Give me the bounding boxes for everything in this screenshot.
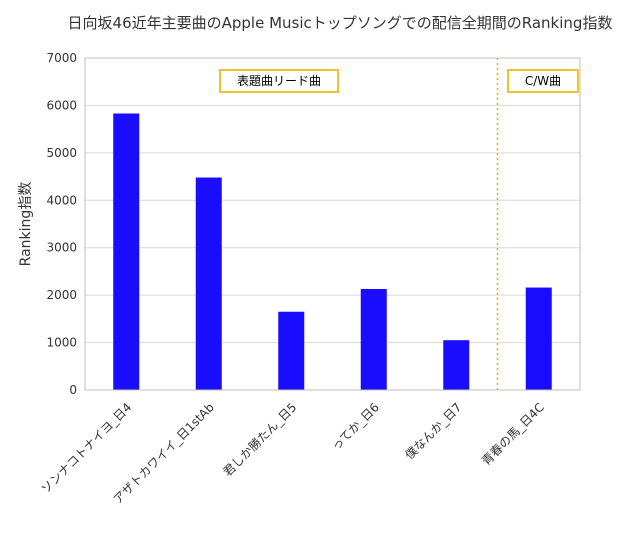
bar [195, 177, 222, 390]
annotation-box [219, 69, 339, 93]
bar [278, 311, 305, 390]
bar [443, 340, 470, 390]
y-tick-label: 6000 [46, 98, 77, 112]
annotation-box [507, 69, 579, 93]
y-tick-labels: 0 1000 2000 3000 4000 5000 6000 7000 [46, 51, 77, 397]
x-tick-label: ってか_日6 [329, 400, 382, 453]
gridlines [85, 57, 580, 344]
y-tick-label: 2000 [46, 288, 77, 302]
axes [84, 57, 581, 391]
x-tick-label: 青春の馬_日4C [479, 400, 547, 468]
x-tick-label: ソンナコトナイヨ_日4 [38, 400, 134, 496]
annotation-label: 表題曲リード曲 [237, 74, 321, 88]
annotation-label: C/W曲 [525, 74, 561, 88]
bar [113, 113, 140, 391]
x-tick-label: 君しか勝たん_日5 [220, 400, 300, 480]
plot-area-border [84, 57, 581, 391]
y-tick-label: 4000 [46, 193, 77, 207]
y-tick-label: 0 [69, 383, 77, 397]
chart-title: 日向坂46近年主要曲のApple Musicトップソングでの配信全期間のRank… [68, 14, 613, 32]
x-tick-label: 僕なんか_日7 [402, 400, 464, 462]
bars [113, 113, 552, 391]
y-tick-label: 5000 [46, 146, 77, 160]
annotations: 表題曲リード曲 C/W曲 [219, 69, 579, 93]
y-tick-label: 3000 [46, 241, 77, 255]
bar [525, 287, 552, 390]
bar [360, 288, 387, 390]
y-tick-label: 7000 [46, 51, 77, 65]
y-axis-title: Ranking指数 [18, 182, 34, 267]
y-tick-label: 1000 [46, 336, 77, 350]
